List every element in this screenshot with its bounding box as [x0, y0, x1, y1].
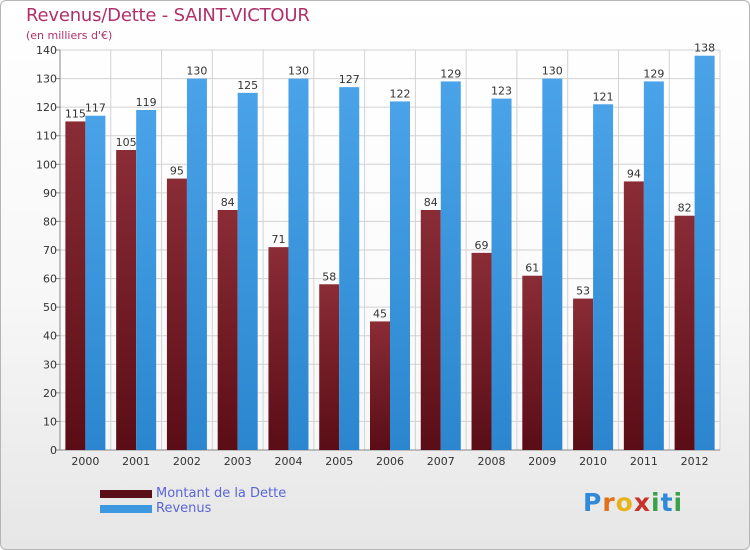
bar-revenus	[186, 78, 207, 451]
legend-label-dette: Montant de la Dette	[156, 486, 287, 501]
bar-dette	[674, 215, 695, 450]
data-label-dette: 95	[170, 165, 184, 178]
data-label-revenus: 119	[136, 96, 157, 109]
y-tick-label: 90	[43, 187, 57, 200]
chart-subtitle: (en milliers d'€)	[26, 29, 113, 42]
logo-letter: i	[673, 488, 684, 517]
x-tick-label: 2010	[579, 455, 607, 468]
data-label-dette: 105	[116, 136, 137, 149]
data-label-revenus: 123	[491, 85, 512, 98]
legend-label-revenus: Revenus	[156, 501, 212, 516]
data-label-dette: 58	[322, 270, 336, 283]
bar-revenus	[694, 55, 715, 450]
bar-dette	[319, 284, 340, 450]
data-label-revenus: 122	[390, 87, 411, 100]
y-tick-label: 0	[50, 444, 57, 457]
bar-dette	[623, 181, 644, 450]
data-label-revenus: 125	[237, 79, 258, 92]
x-tick-label: 2007	[427, 455, 455, 468]
bar-revenus	[237, 92, 258, 450]
data-label-dette: 69	[475, 239, 489, 252]
bar-dette	[166, 178, 187, 451]
bar-revenus	[288, 78, 309, 451]
data-label-dette: 115	[65, 107, 86, 120]
bar-dette	[420, 210, 441, 450]
data-label-dette: 53	[576, 285, 590, 298]
x-tick-label: 2011	[630, 455, 658, 468]
x-tick-label: 2008	[478, 455, 506, 468]
data-label-dette: 82	[678, 202, 692, 215]
logo-letter: o	[615, 488, 634, 517]
bar-revenus	[339, 87, 360, 451]
y-tick-label: 70	[43, 244, 57, 257]
logo-letter: t	[660, 488, 674, 517]
proxiti-logo: Proxiti	[583, 488, 683, 517]
legend-swatch-revenus	[100, 505, 152, 513]
bar-dette	[573, 298, 594, 450]
y-tick-label: 140	[36, 44, 57, 57]
x-tick-label: 2001	[122, 455, 150, 468]
y-tick-label: 120	[36, 101, 57, 114]
x-tick-label: 2000	[71, 455, 99, 468]
data-label-revenus: 129	[440, 67, 461, 80]
chart-title: Revenus/Dette - SAINT-VICTOUR	[26, 5, 310, 26]
data-label-revenus: 138	[694, 42, 715, 55]
y-tick-label: 20	[43, 387, 57, 400]
data-label-revenus: 127	[339, 73, 360, 86]
bar-revenus	[390, 101, 410, 450]
y-tick-label: 130	[36, 73, 57, 86]
bar-dette	[370, 321, 390, 450]
x-tick-label: 2004	[274, 455, 302, 468]
data-label-dette: 84	[221, 196, 235, 209]
bar-dette	[268, 247, 289, 450]
data-label-revenus: 121	[593, 90, 614, 103]
y-tick-label: 80	[43, 215, 57, 228]
logo-letter: x	[633, 488, 651, 517]
data-label-revenus: 130	[186, 65, 207, 78]
y-tick-label: 60	[43, 273, 57, 286]
x-tick-label: 2006	[376, 455, 404, 468]
bar-dette	[522, 275, 543, 450]
bar-revenus	[643, 81, 664, 450]
bar-revenus	[542, 78, 563, 451]
legend-swatch-dette	[100, 490, 152, 498]
bar-dette	[65, 121, 86, 450]
x-tick-label: 2003	[224, 455, 252, 468]
bar-revenus	[85, 115, 106, 450]
data-label-dette: 61	[525, 262, 539, 275]
bar-revenus	[136, 110, 157, 450]
x-tick-label: 2009	[528, 455, 556, 468]
bar-revenus	[440, 81, 461, 450]
y-tick-label: 30	[43, 358, 57, 371]
data-label-dette: 94	[627, 167, 641, 180]
data-label-dette: 45	[373, 307, 387, 320]
bar-dette	[217, 210, 238, 450]
x-tick-label: 2005	[325, 455, 353, 468]
x-tick-label: 2012	[681, 455, 709, 468]
y-tick-label: 100	[36, 158, 57, 171]
data-label-revenus: 117	[85, 102, 106, 115]
y-tick-label: 10	[43, 415, 57, 428]
y-tick-label: 110	[36, 130, 57, 143]
data-label-revenus: 130	[542, 65, 563, 78]
bar-dette	[116, 150, 137, 450]
y-tick-label: 40	[43, 330, 57, 343]
logo-letter: r	[602, 488, 616, 517]
data-label-revenus: 130	[288, 65, 309, 78]
data-label-dette: 71	[271, 233, 285, 246]
bar-revenus	[593, 104, 614, 451]
logo-letter: P	[583, 488, 603, 517]
bar-dette	[471, 252, 492, 450]
data-label-dette: 84	[424, 196, 438, 209]
data-label-revenus: 129	[643, 67, 664, 80]
x-tick-label: 2002	[173, 455, 201, 468]
logo-letter: i	[651, 488, 661, 517]
y-tick-label: 50	[43, 301, 57, 314]
bar-revenus	[491, 98, 512, 451]
